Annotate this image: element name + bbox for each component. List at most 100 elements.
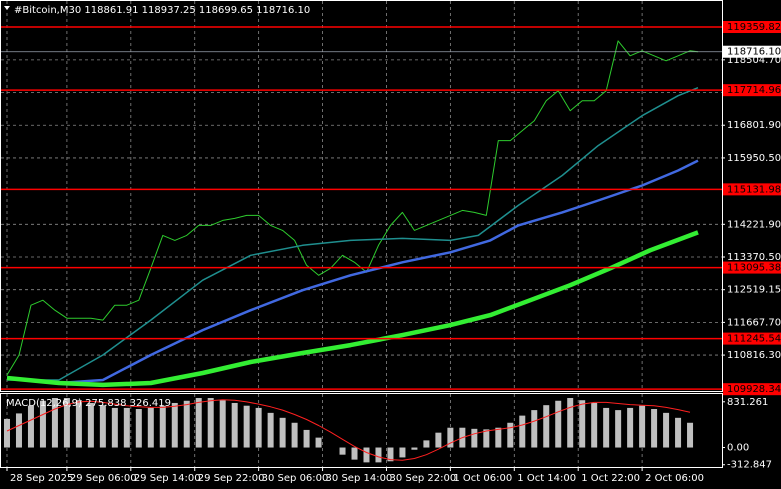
level-tag [723, 21, 781, 34]
price-line [6, 40, 699, 376]
y-tick-label: 114221.90 [727, 219, 781, 230]
histogram-bar [99, 405, 106, 448]
main-frame [0, 0, 723, 392]
price-line [6, 399, 691, 461]
x-tick-label: 30 Sep 14:00 [326, 473, 393, 484]
y-tick-label: 116801.90 [727, 120, 781, 131]
level-label: 109928.34 [727, 384, 781, 395]
histogram-bar [507, 422, 514, 448]
histogram-bar [687, 422, 694, 448]
histogram-bar [123, 407, 130, 448]
x-tick-label: 29 Sep 06:00 [70, 473, 137, 484]
histogram-bar [243, 405, 250, 448]
y-tick-label: 111667.70 [727, 317, 781, 328]
histogram-bar [159, 405, 166, 448]
level-tag [723, 261, 781, 274]
histogram-bar [447, 427, 454, 448]
histogram-bar [495, 427, 502, 448]
x-tick-label: 30 Sep 22:00 [389, 473, 456, 484]
histogram-bar [279, 417, 286, 448]
y-tick-label: 110816.30 [727, 350, 781, 361]
histogram-bar [423, 440, 430, 448]
title-arrow [4, 6, 10, 10]
histogram-bar [303, 429, 310, 448]
level-label: 117714.96 [727, 85, 781, 96]
macd-frame [0, 393, 723, 468]
y-tick-label: 113370.50 [727, 252, 781, 263]
histogram-bar [255, 407, 262, 448]
y-tick-label: -312.847 [727, 460, 772, 471]
histogram-bar [387, 447, 394, 462]
level-tag [723, 84, 781, 97]
histogram-bar [627, 407, 634, 448]
chart-title: #Bitcoin,M30 118861.91 118937.25 118699.… [14, 5, 310, 16]
histogram-bar [27, 405, 34, 448]
x-tick-label: 28 Sep 2025 [10, 473, 73, 484]
y-tick-label: 112519.15 [727, 285, 781, 296]
histogram-bar [555, 400, 562, 448]
histogram-bar [375, 447, 382, 463]
histogram-bar [435, 432, 442, 448]
histogram-bar [75, 400, 82, 448]
x-tick-label: 29 Sep 22:00 [198, 473, 265, 484]
level-label: 119359.82 [727, 22, 781, 33]
histogram-bar [207, 398, 214, 448]
histogram-bar [135, 409, 142, 448]
histogram-bar [651, 409, 658, 448]
x-tick-label: 1 Oct 06:00 [453, 473, 512, 484]
level-label: 111245.54 [727, 334, 781, 345]
y-tick-label: 118504.70 [727, 55, 781, 66]
histogram-bar [339, 447, 346, 455]
y-tick-label: 115950.50 [727, 153, 781, 164]
last-price-label: 118716.10 [727, 47, 781, 58]
histogram-bar [615, 410, 622, 448]
histogram-bar [531, 410, 538, 448]
histogram-bar [183, 400, 190, 448]
macd-title: MACD(12,26,9) 275.838 326.419 [6, 398, 171, 409]
histogram-bar [519, 415, 526, 448]
histogram-bar [3, 418, 10, 448]
histogram-bar [603, 407, 610, 448]
histogram-bar [63, 398, 70, 448]
level-tag [723, 383, 781, 396]
histogram-bar [579, 400, 586, 448]
x-tick-label: 1 Oct 22:00 [581, 473, 640, 484]
histogram-bar [483, 429, 490, 448]
histogram-bar [195, 398, 202, 448]
histogram-bar [147, 407, 154, 448]
histogram-bar [663, 412, 670, 448]
histogram-bar [87, 402, 94, 448]
histogram-bar [399, 447, 406, 458]
histogram-bar [363, 447, 370, 463]
histogram-bar [675, 417, 682, 448]
x-tick-label: 2 Oct 06:00 [645, 473, 704, 484]
histogram-bar [471, 428, 478, 448]
histogram-bar [315, 437, 322, 448]
price-line [6, 159, 699, 385]
histogram-bar [639, 405, 646, 448]
histogram-bar [15, 413, 22, 448]
y-tick-label: 0.00 [727, 443, 749, 454]
x-tick-label: 30 Sep 06:00 [262, 473, 329, 484]
last-price-tag [723, 45, 781, 58]
histogram-bar [51, 398, 58, 448]
histogram-bar [411, 447, 418, 450]
y-tick-label: 831.261 [727, 397, 768, 408]
level-tag [723, 183, 781, 196]
level-tag [723, 332, 781, 345]
histogram-bar [567, 398, 574, 448]
level-label: 113095.38 [727, 263, 781, 274]
price-line [6, 230, 699, 388]
histogram-bar [219, 400, 226, 448]
histogram-bar [231, 402, 238, 448]
histogram-bar [267, 412, 274, 448]
x-tick-label: 29 Sep 14:00 [134, 473, 201, 484]
x-tick-label: 1 Oct 14:00 [517, 473, 576, 484]
histogram-bar [543, 405, 550, 448]
histogram-bar [171, 402, 178, 448]
histogram-bar [111, 407, 118, 448]
histogram-bar [351, 447, 358, 460]
